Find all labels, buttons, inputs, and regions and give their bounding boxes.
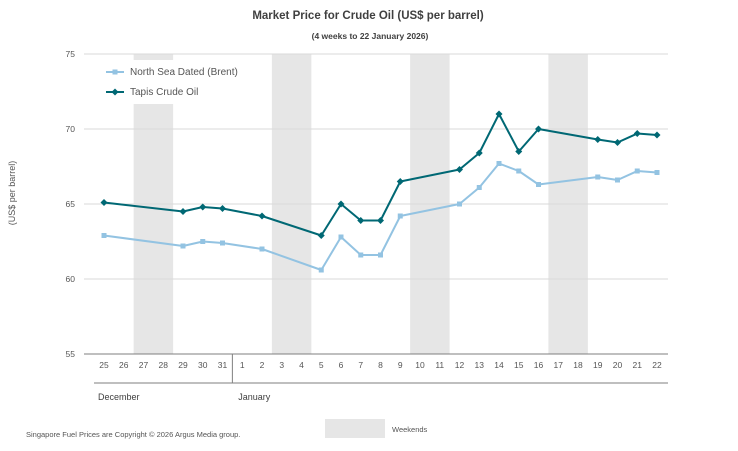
chart-subtitle: (4 weeks to 22 January 2026) <box>312 31 429 41</box>
tapis-point-21-15 <box>515 148 523 155</box>
weekend-legend-swatch <box>325 419 385 438</box>
brent-point-21-15 <box>516 168 522 174</box>
y-tick-label-65: 65 <box>66 199 76 209</box>
x-tick-label-18: 18 <box>573 360 583 370</box>
x-axis: 25 26 27 28 29 30 31 1 2 3 4 5 6 7 8 9 10 11 12 13 14 15 16 17 1… <box>94 354 668 402</box>
x-tick-label-20: 20 <box>613 360 623 370</box>
gridlines: 55 60 65 70 75 <box>66 49 668 359</box>
chart-title: Market Price for Crude Oil (US$ per barr… <box>252 10 484 22</box>
brent-point-22-16 <box>536 182 541 187</box>
legend-background <box>100 60 230 104</box>
weekend-legend-label: Weekends <box>392 425 428 434</box>
tapis-point-0-25 <box>100 199 108 206</box>
x-tick-label-25: 25 <box>99 360 109 370</box>
x-tick-label-14: 14 <box>494 360 504 370</box>
x-tick-label-13: 13 <box>475 360 485 370</box>
x-tick-label-11: 11 <box>435 360 444 370</box>
x-tick-label-2: 2 <box>260 360 265 370</box>
month-label-december: December <box>98 392 140 402</box>
legend-brent-label: North Sea Dated (Brent) <box>130 67 238 78</box>
x-tick-label-6: 6 <box>339 360 344 370</box>
tapis-point-28-22 <box>653 131 661 139</box>
tapis-point-27-21 <box>633 130 641 137</box>
brent-point-27-21 <box>634 168 640 174</box>
series <box>100 110 661 273</box>
x-tick-label-8: 8 <box>378 360 383 370</box>
tapis-point-18-12 <box>456 166 463 173</box>
x-tick-label-7: 7 <box>358 360 363 370</box>
brent-point-25-19 <box>595 174 601 180</box>
x-tick-label-31: 31 <box>218 360 228 370</box>
brent-point-4-29 <box>180 243 186 249</box>
tapis-point-12-6 <box>337 200 345 208</box>
month-label-january: January <box>238 392 271 402</box>
x-tick-label-26: 26 <box>119 360 129 370</box>
x-tick-label-1: 1 <box>240 360 245 370</box>
x-tick-label-10: 10 <box>415 360 425 370</box>
tapis-point-8-2 <box>258 212 266 220</box>
x-tick-label-19: 19 <box>593 360 603 370</box>
legend-brent-marker <box>112 69 118 75</box>
brent-point-20-14 <box>496 161 502 166</box>
tapis-point-22-16 <box>535 125 542 133</box>
brent-point-13-7 <box>358 252 364 258</box>
tapis-point-14-8 <box>377 217 384 224</box>
brent-point-6-31 <box>220 240 225 246</box>
x-tick-label-17: 17 <box>554 360 564 370</box>
x-tick-label-16: 16 <box>534 360 544 370</box>
tapis-point-6-31 <box>219 205 226 212</box>
brent-point-18-12 <box>457 201 462 207</box>
brent-point-28-22 <box>654 170 660 175</box>
brent-point-8-2 <box>259 246 265 252</box>
copyright-footnote: Singapore Fuel Prices are Copyright © 20… <box>26 430 240 439</box>
x-tick-label-4: 4 <box>299 360 304 370</box>
brent-point-12-6 <box>338 234 344 240</box>
legend: North Sea Dated (Brent) Tapis Crude Oil <box>100 60 238 104</box>
tapis-point-20-14 <box>495 110 503 118</box>
y-tick-label-70: 70 <box>66 124 76 134</box>
legend-tapis-label: Tapis Crude Oil <box>130 87 198 98</box>
x-tick-label-3: 3 <box>279 360 284 370</box>
tapis-point-5-30 <box>199 203 207 211</box>
x-tick-label-15: 15 <box>514 360 524 370</box>
brent-point-26-20 <box>615 177 620 183</box>
brent-point-14-8 <box>378 252 383 258</box>
tapis-point-15-9 <box>396 178 404 185</box>
x-tick-label-28: 28 <box>159 360 169 370</box>
y-tick-label-75: 75 <box>66 49 76 59</box>
x-tick-label-9: 9 <box>398 360 403 370</box>
brent-point-0-25 <box>101 233 107 238</box>
x-tick-label-27: 27 <box>139 360 149 370</box>
tapis-point-4-29 <box>179 208 187 215</box>
y-axis-label: (US$ per barrel) <box>7 161 17 226</box>
x-tick-label-12: 12 <box>455 360 465 370</box>
y-tick-label-55: 55 <box>66 349 76 359</box>
tapis-point-19-13 <box>475 149 483 157</box>
tapis-point-26-20 <box>614 139 621 146</box>
brent-point-15-9 <box>397 213 403 219</box>
x-tick-label-5: 5 <box>319 360 324 370</box>
tapis-point-11-5 <box>317 232 325 239</box>
brent-point-19-13 <box>476 185 482 190</box>
tapis-point-13-7 <box>357 217 365 224</box>
x-tick-label-21: 21 <box>633 360 643 370</box>
x-tick-label-29: 29 <box>178 360 188 370</box>
y-tick-label-60: 60 <box>66 274 76 284</box>
legend-tapis-marker <box>111 88 119 96</box>
tapis-point-25-19 <box>594 136 602 143</box>
brent-point-11-5 <box>318 267 324 273</box>
x-tick-label-30: 30 <box>198 360 208 370</box>
x-tick-label-22: 22 <box>652 360 662 370</box>
brent-point-5-30 <box>200 239 206 244</box>
